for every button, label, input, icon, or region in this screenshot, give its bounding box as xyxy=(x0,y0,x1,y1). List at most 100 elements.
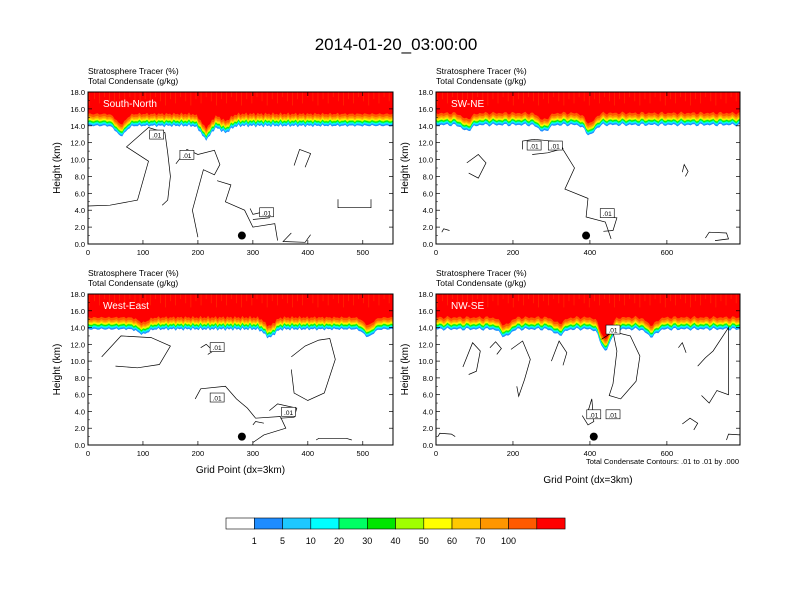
x-tick-label: 400 xyxy=(302,248,315,257)
condensate-contour xyxy=(290,338,336,401)
svg-text:.01: .01 xyxy=(551,144,560,151)
colorbar-swatch xyxy=(225,517,255,530)
panels: .01 .01 .01 South-North Stratosphere Tracer … xyxy=(52,66,741,486)
condensate-contour xyxy=(697,326,729,404)
colorbar: 1 5 10 20 30 40 50 60 70 100 xyxy=(225,517,566,546)
colorbar-swatch xyxy=(338,517,368,530)
y-tick-label: 10.0 xyxy=(418,156,433,165)
tracer-label: Stratosphere Tracer (%) xyxy=(436,268,527,278)
y-tick-label: 18.0 xyxy=(70,88,85,97)
condensate-contour xyxy=(682,417,699,431)
x-tick-label: 600 xyxy=(661,449,674,458)
y-tick-label: 8.0 xyxy=(423,172,433,181)
contour-label: .01 xyxy=(599,208,615,218)
tracer-band xyxy=(436,92,740,124)
y-axis-label: Height (km) xyxy=(400,344,411,396)
contour-label: .01 xyxy=(179,150,195,160)
y-tick-label: 2.0 xyxy=(423,223,433,232)
y-tick-label: 18.0 xyxy=(418,88,433,97)
condensate-label: Total Condensate (g/kg) xyxy=(436,278,526,288)
tracer-label: Stratosphere Tracer (%) xyxy=(88,268,179,278)
plot-area: .01 .01 .01 xyxy=(436,294,740,441)
y-tick-label: 8.0 xyxy=(75,374,85,383)
condensate-contour xyxy=(510,340,531,398)
y-tick-label: 14.0 xyxy=(70,324,85,333)
colorbar-swatch xyxy=(254,517,283,530)
svg-text:.01: .01 xyxy=(213,396,222,403)
colorbar-swatch xyxy=(282,517,312,530)
y-tick-label: 8.0 xyxy=(75,172,85,181)
colorbar-swatch xyxy=(508,517,538,530)
contour-label: .01 xyxy=(209,342,225,352)
condensate-contour xyxy=(315,437,352,441)
y-tick-label: 18.0 xyxy=(418,290,433,299)
condensate-label: Total Condensate (g/kg) xyxy=(88,76,178,86)
condensate-contour xyxy=(726,433,740,441)
x-tick-label: 500 xyxy=(357,449,370,458)
x-tick-label: 100 xyxy=(137,449,150,458)
condensate-contour xyxy=(678,341,687,353)
condensate-contour xyxy=(282,232,311,243)
y-tick-label: 14.0 xyxy=(418,122,433,131)
svg-text:.01: .01 xyxy=(608,412,617,419)
condensate-contour xyxy=(88,127,171,240)
x-tick-label: 200 xyxy=(507,449,520,458)
y-tick-label: 4.0 xyxy=(75,206,85,215)
plot-area: .01 .01 .01 xyxy=(88,92,393,243)
x-tick-label: 0 xyxy=(86,449,90,458)
y-tick-label: 2.0 xyxy=(75,424,85,433)
colorbar-label: 30 xyxy=(362,536,372,546)
y-axis-label: Height (km) xyxy=(52,344,63,396)
figure-title: 2014-01-20_03:00:00 xyxy=(315,35,478,54)
y-tick-label: 12.0 xyxy=(418,139,433,148)
colorbar-swatch xyxy=(423,517,453,530)
y-tick-label: 2.0 xyxy=(423,424,433,433)
colorbar-label: 60 xyxy=(447,536,457,546)
contour-label: .01 xyxy=(209,392,225,403)
y-tick-label: 8.0 xyxy=(423,374,433,383)
condensate-contour xyxy=(581,398,595,426)
x-tick-label: 400 xyxy=(584,449,597,458)
condensate-contour xyxy=(437,432,456,437)
y-tick-label: 10.0 xyxy=(70,156,85,165)
condensate-contour xyxy=(293,148,312,168)
y-tick-label: 10.0 xyxy=(418,357,433,366)
colorbar-label: 20 xyxy=(334,536,344,546)
condensate-contour xyxy=(101,335,171,369)
colorbar-swatch xyxy=(310,517,340,530)
y-tick-label: 4.0 xyxy=(75,407,85,416)
tracer-label: Stratosphere Tracer (%) xyxy=(88,66,179,76)
y-tick-label: 16.0 xyxy=(70,307,85,316)
x-tick-label: 500 xyxy=(357,248,370,257)
y-tick-label: 6.0 xyxy=(423,391,433,400)
condensate-contour xyxy=(705,231,729,241)
contour-label: .01 xyxy=(149,129,164,140)
y-tick-label: 10.0 xyxy=(70,357,85,366)
condensate-contour xyxy=(681,163,689,177)
y-tick-label: 0.0 xyxy=(75,240,85,249)
colorbar-label: 70 xyxy=(475,536,485,546)
y-tick-label: 16.0 xyxy=(418,307,433,316)
panel-sw-ne: .01 .01 .01 SW-NE Stratosphere Tracer (%)Tot… xyxy=(400,66,741,257)
condensate-contour xyxy=(466,154,487,179)
contour-label: .01 xyxy=(547,140,563,151)
condensate-contour xyxy=(269,403,298,419)
tracer-band xyxy=(88,294,393,327)
colorbar-label: 50 xyxy=(419,536,429,546)
y-tick-label: 0.0 xyxy=(423,441,433,450)
x-tick-label: 300 xyxy=(247,248,260,257)
x-tick-label: 0 xyxy=(434,449,438,458)
colorbar-swatch xyxy=(451,517,481,530)
y-tick-label: 14.0 xyxy=(70,122,85,131)
colorbar-swatch xyxy=(395,517,425,530)
colorbar-label: 100 xyxy=(501,536,516,546)
tracer-label: Stratosphere Tracer (%) xyxy=(436,66,527,76)
x-tick-label: 600 xyxy=(661,248,674,257)
svg-text:.01: .01 xyxy=(530,144,539,151)
svg-text:.01: .01 xyxy=(603,211,612,218)
y-axis-label: Height (km) xyxy=(52,142,63,194)
y-tick-label: 2.0 xyxy=(75,223,85,232)
condensate-contour xyxy=(551,340,568,366)
condensate-contour xyxy=(562,149,612,240)
